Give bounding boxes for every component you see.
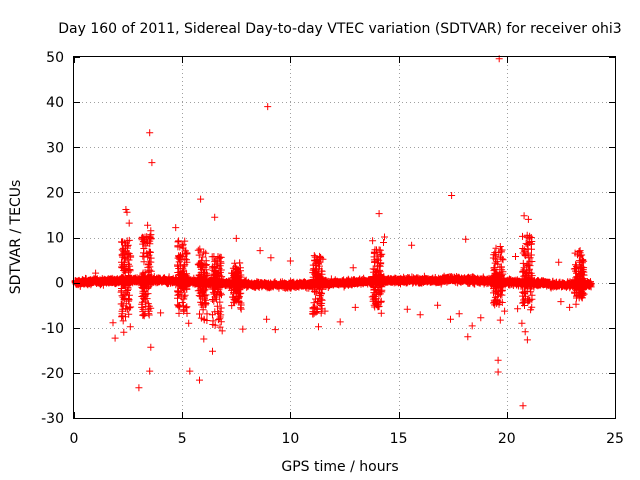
y-tick-label: 20 — [46, 185, 64, 201]
y-tick-label: 50 — [46, 50, 64, 66]
chart-title: Day 160 of 2011, Sidereal Day-to-day VTE… — [58, 21, 621, 37]
tick-marks — [74, 57, 616, 419]
x-tick-label: 20 — [498, 431, 516, 447]
tick-labels: 0 5 10 15 20 25 -30 -20 -10 0 10 20 30 40 50 — [41, 50, 624, 447]
y-tick-label: -30 — [41, 411, 64, 427]
x-tick-label: 10 — [281, 431, 299, 447]
y-tick-label: -10 — [41, 321, 64, 337]
y-tick-label: 0 — [55, 276, 64, 292]
plot-frame — [73, 56, 616, 419]
y-axis-label: SDTVAR / TECUs — [8, 180, 24, 295]
data-series-sdtvar — [71, 55, 595, 410]
x-tick-label: 15 — [390, 431, 408, 447]
x-tick-label: 0 — [70, 431, 79, 447]
y-tick-label: 30 — [46, 140, 64, 156]
y-tick-label: -20 — [41, 366, 64, 382]
data-points — [71, 55, 595, 410]
x-tick-label: 5 — [178, 431, 187, 447]
grid-layer — [74, 57, 615, 418]
x-tick-label: 25 — [606, 431, 624, 447]
x-axis-label: GPS time / hours — [281, 459, 398, 475]
y-tick-label: 40 — [46, 95, 64, 111]
y-tick-label: 10 — [46, 231, 64, 247]
